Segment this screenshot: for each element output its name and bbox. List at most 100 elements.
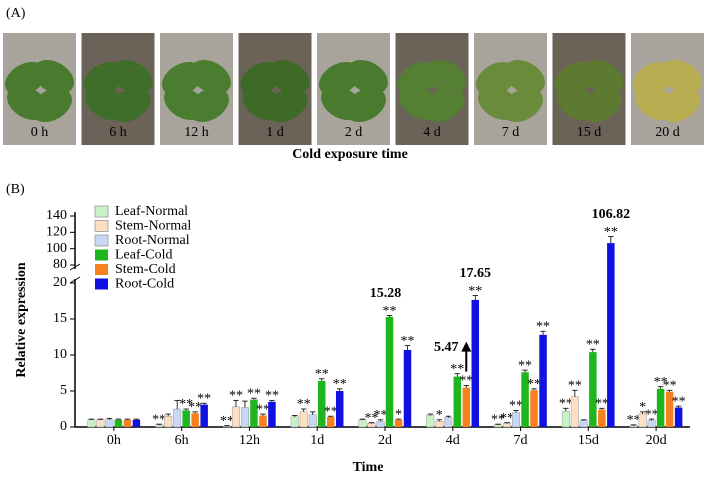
significance: ** [265,389,279,404]
panel-a-label: (A) [6,6,26,21]
significance: ** [459,374,473,389]
significance: ** [297,397,311,412]
significance: ** [324,404,338,419]
bar [290,416,299,428]
legend-swatch [94,205,109,218]
significance: ** [672,394,686,409]
leaf [188,87,229,123]
bar [403,349,412,427]
significance: ** [536,319,550,334]
bar [87,419,96,428]
bar [231,406,240,428]
bar [607,243,615,427]
significance: ** [559,396,573,411]
significance: ** [197,391,211,406]
leaf [661,59,702,95]
significance: ** [383,304,397,319]
legend-swatch [95,264,108,275]
bar [674,407,683,427]
bar [471,299,480,427]
significance: ** [401,334,415,349]
value-label: 15.28 [370,286,402,301]
time-label: 7 d [502,125,520,140]
bar [512,412,521,428]
bar [394,419,403,427]
significance: ** [229,389,243,404]
significance: ** [450,362,464,377]
bar [105,419,114,428]
time-label: 4 d [423,125,441,140]
bar [539,334,547,427]
bar [462,387,471,427]
y-tick-label: 5 [60,383,67,398]
y-tick-label: 80 [53,257,67,272]
bar [598,409,606,427]
bar [240,407,249,428]
x-tick-label: 7d [514,433,528,448]
time-label: 1 d [266,125,284,140]
legend-label: Root-Normal [115,233,190,248]
significance: ** [220,414,234,429]
significance: ** [179,397,193,412]
bar [453,376,462,427]
significance: ** [568,378,582,393]
bar [570,396,579,428]
significance: ** [604,225,618,240]
significance: ** [365,411,379,426]
bar [426,415,435,428]
value-label: 17.65 [460,266,492,281]
x-tick-label: 2d [378,433,392,448]
bar [96,419,105,428]
arrow-head [461,341,472,352]
time-label: 20 d [655,125,680,140]
significance: ** [256,402,270,417]
leaf [502,87,543,123]
bar [656,388,665,427]
legend-label: Stem-Cold [115,262,176,277]
significance: * [639,400,646,415]
significance: ** [627,413,641,428]
significance: ** [374,408,388,423]
y-tick-label: 120 [46,225,67,240]
significance: ** [333,377,347,392]
leaf [190,59,231,95]
y-tick-label: 10 [53,347,67,362]
significance: ** [315,367,329,382]
bar [200,404,208,427]
axis-break [69,263,81,271]
significance: ** [518,358,532,373]
x-tick-label: 1d [310,433,324,448]
x-tick-label: 4d [446,433,460,448]
bar [317,380,326,427]
leaf [345,87,386,123]
bar [308,414,317,428]
legend-label: Leaf-Normal [115,204,188,219]
time-label: 12 h [184,125,209,140]
bar [164,415,173,428]
time-label: 6 h [109,125,127,140]
bar [530,390,538,427]
significance: * [395,407,402,422]
leaf [347,59,388,95]
bar [268,401,276,427]
bar [561,410,570,428]
value-label: 5.47 [434,340,459,355]
bar [589,352,597,427]
significance: * [436,408,443,423]
x-tick-label: 15d [578,433,599,448]
panel-b-label: (B) [6,182,25,197]
bar [182,410,190,427]
time-label: 2 d [345,125,363,140]
significance: ** [188,400,202,415]
leaf [582,59,624,95]
legend-label: Stem-Normal [115,219,191,234]
leaf [31,87,72,123]
bar [123,419,132,427]
x-tick-label: 12h [239,433,260,448]
significance: ** [595,396,609,411]
bar [259,415,267,427]
bar [132,419,141,427]
leaf [266,87,308,123]
leaf [425,59,467,95]
